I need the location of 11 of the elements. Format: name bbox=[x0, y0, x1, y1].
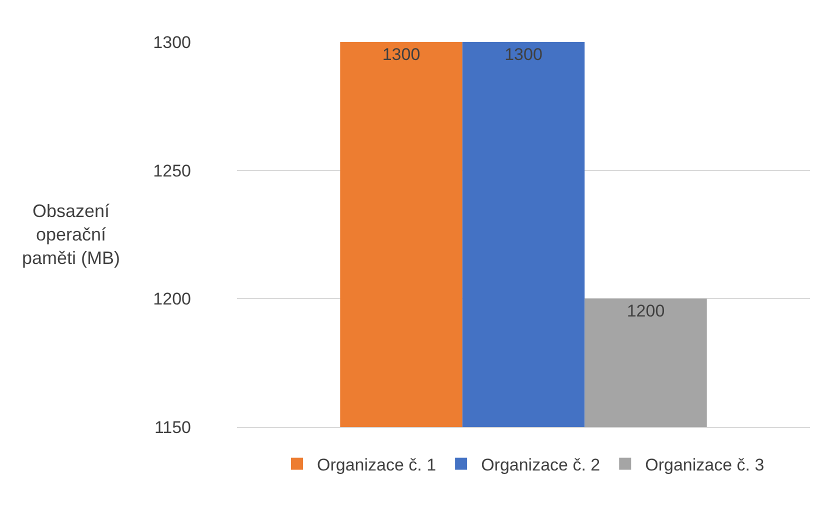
data-label: 1300 bbox=[382, 45, 420, 64]
legend-label: Organizace č. 2 bbox=[481, 455, 600, 474]
legend-label: Organizace č. 1 bbox=[317, 455, 436, 474]
data-label: 1300 bbox=[504, 45, 542, 64]
y-tick-label: 1200 bbox=[153, 290, 191, 309]
y-tick-label: 1300 bbox=[153, 32, 191, 52]
legend-label: Organizace č. 3 bbox=[645, 455, 764, 474]
y-tick-label: 1150 bbox=[154, 418, 191, 437]
data-label: 1200 bbox=[626, 302, 665, 321]
y-tick-label: 1250 bbox=[153, 161, 191, 180]
y-axis-title: Obsazení operační paměti (MB) bbox=[22, 201, 120, 268]
